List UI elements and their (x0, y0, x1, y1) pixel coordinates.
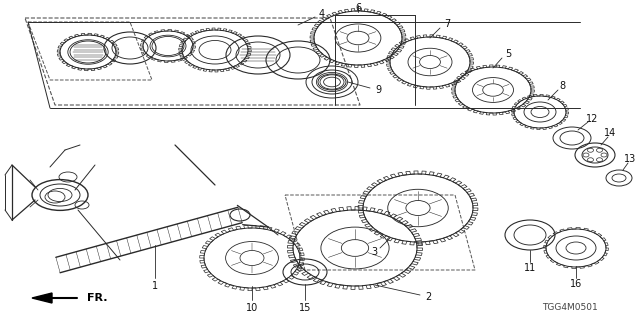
Text: 15: 15 (299, 303, 311, 313)
Text: 8: 8 (559, 81, 565, 91)
Text: 9: 9 (375, 85, 381, 95)
Text: 11: 11 (524, 263, 536, 273)
Text: FR.: FR. (87, 293, 108, 303)
Text: 14: 14 (604, 128, 616, 138)
Text: 13: 13 (624, 154, 636, 164)
Text: 5: 5 (505, 49, 511, 59)
Text: 6: 6 (355, 3, 361, 13)
Text: 1: 1 (152, 281, 158, 291)
Text: 16: 16 (570, 279, 582, 289)
Text: 12: 12 (586, 114, 598, 124)
Text: 2: 2 (425, 292, 431, 302)
Text: TGG4M0501: TGG4M0501 (542, 303, 598, 313)
Text: 4: 4 (319, 9, 325, 19)
Text: 10: 10 (246, 303, 258, 313)
Text: 3: 3 (371, 247, 377, 257)
Polygon shape (32, 293, 52, 303)
Text: 7: 7 (444, 19, 450, 29)
